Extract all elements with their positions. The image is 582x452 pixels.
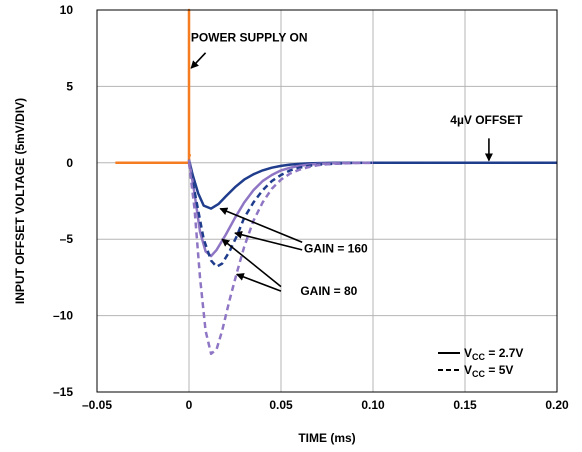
gain-160-5v-series	[187, 161, 557, 268]
x-tick-label: 0	[186, 398, 193, 412]
annotation-power-supply-on: POWER SUPPLY ON	[191, 31, 308, 45]
y-tick-label: 0	[66, 156, 73, 170]
x-tick-label: 0.05	[269, 398, 293, 412]
annotation-arrow	[221, 238, 282, 288]
y-tick-label: –10	[53, 309, 73, 323]
annotations: POWER SUPPLY ON 4µV OFFSET GAIN = 160 GAIN …	[190, 31, 523, 298]
x-tick-label: 0.20	[545, 398, 569, 412]
y-axis-label: INPUT OFFSET VOLTAGE (5mV/DIV)	[13, 98, 27, 304]
annotation-gain-160: GAIN = 160	[304, 241, 368, 255]
legend-item-5v-value: = 5V	[485, 363, 513, 377]
annotation-4uv-offset: 4µV OFFSET	[450, 113, 523, 127]
gain-160-2-7v-series	[187, 159, 557, 210]
y-tick-label: –5	[60, 232, 74, 246]
annotation-arrow	[234, 230, 303, 251]
annotation-arrow	[235, 273, 282, 292]
legend-item-2-7v: VCC = 2.7V	[464, 346, 523, 362]
gain-80-2-7v-series	[187, 159, 374, 258]
tick-labels: –0.05 0 0.05 0.10 0.15 0.20 –15 –10 –5 0 5 10	[53, 3, 569, 412]
plot-background	[97, 10, 557, 392]
annotation-gain-80: GAIN = 80	[300, 284, 357, 298]
x-tick-label: 0.10	[361, 398, 385, 412]
legend-item-5v: VCC = 5V	[464, 363, 513, 379]
x-tick-label: –0.05	[82, 398, 112, 412]
x-axis-label: TIME (ms)	[298, 431, 355, 445]
annotation-arrow	[190, 52, 207, 69]
gain-80-5v-series	[187, 161, 374, 356]
y-tick-label: –15	[53, 385, 73, 399]
annotation-arrow	[219, 207, 303, 243]
y-tick-label: 10	[60, 3, 74, 17]
y-tick-label: 5	[66, 79, 73, 93]
legend-item-2-7v-label: V	[464, 346, 472, 360]
legend-item-5v-subscript: CC	[472, 369, 485, 379]
legend-item-5v-label: V	[464, 363, 472, 377]
legend-item-2-7v-value: = 2.7V	[485, 346, 523, 360]
legend-item-2-7v-subscript: CC	[472, 352, 485, 362]
legend: VCC = 2.7V VCC = 5V	[438, 346, 523, 379]
plot-frame	[96, 9, 558, 393]
x-tick-label: 0.15	[453, 398, 477, 412]
